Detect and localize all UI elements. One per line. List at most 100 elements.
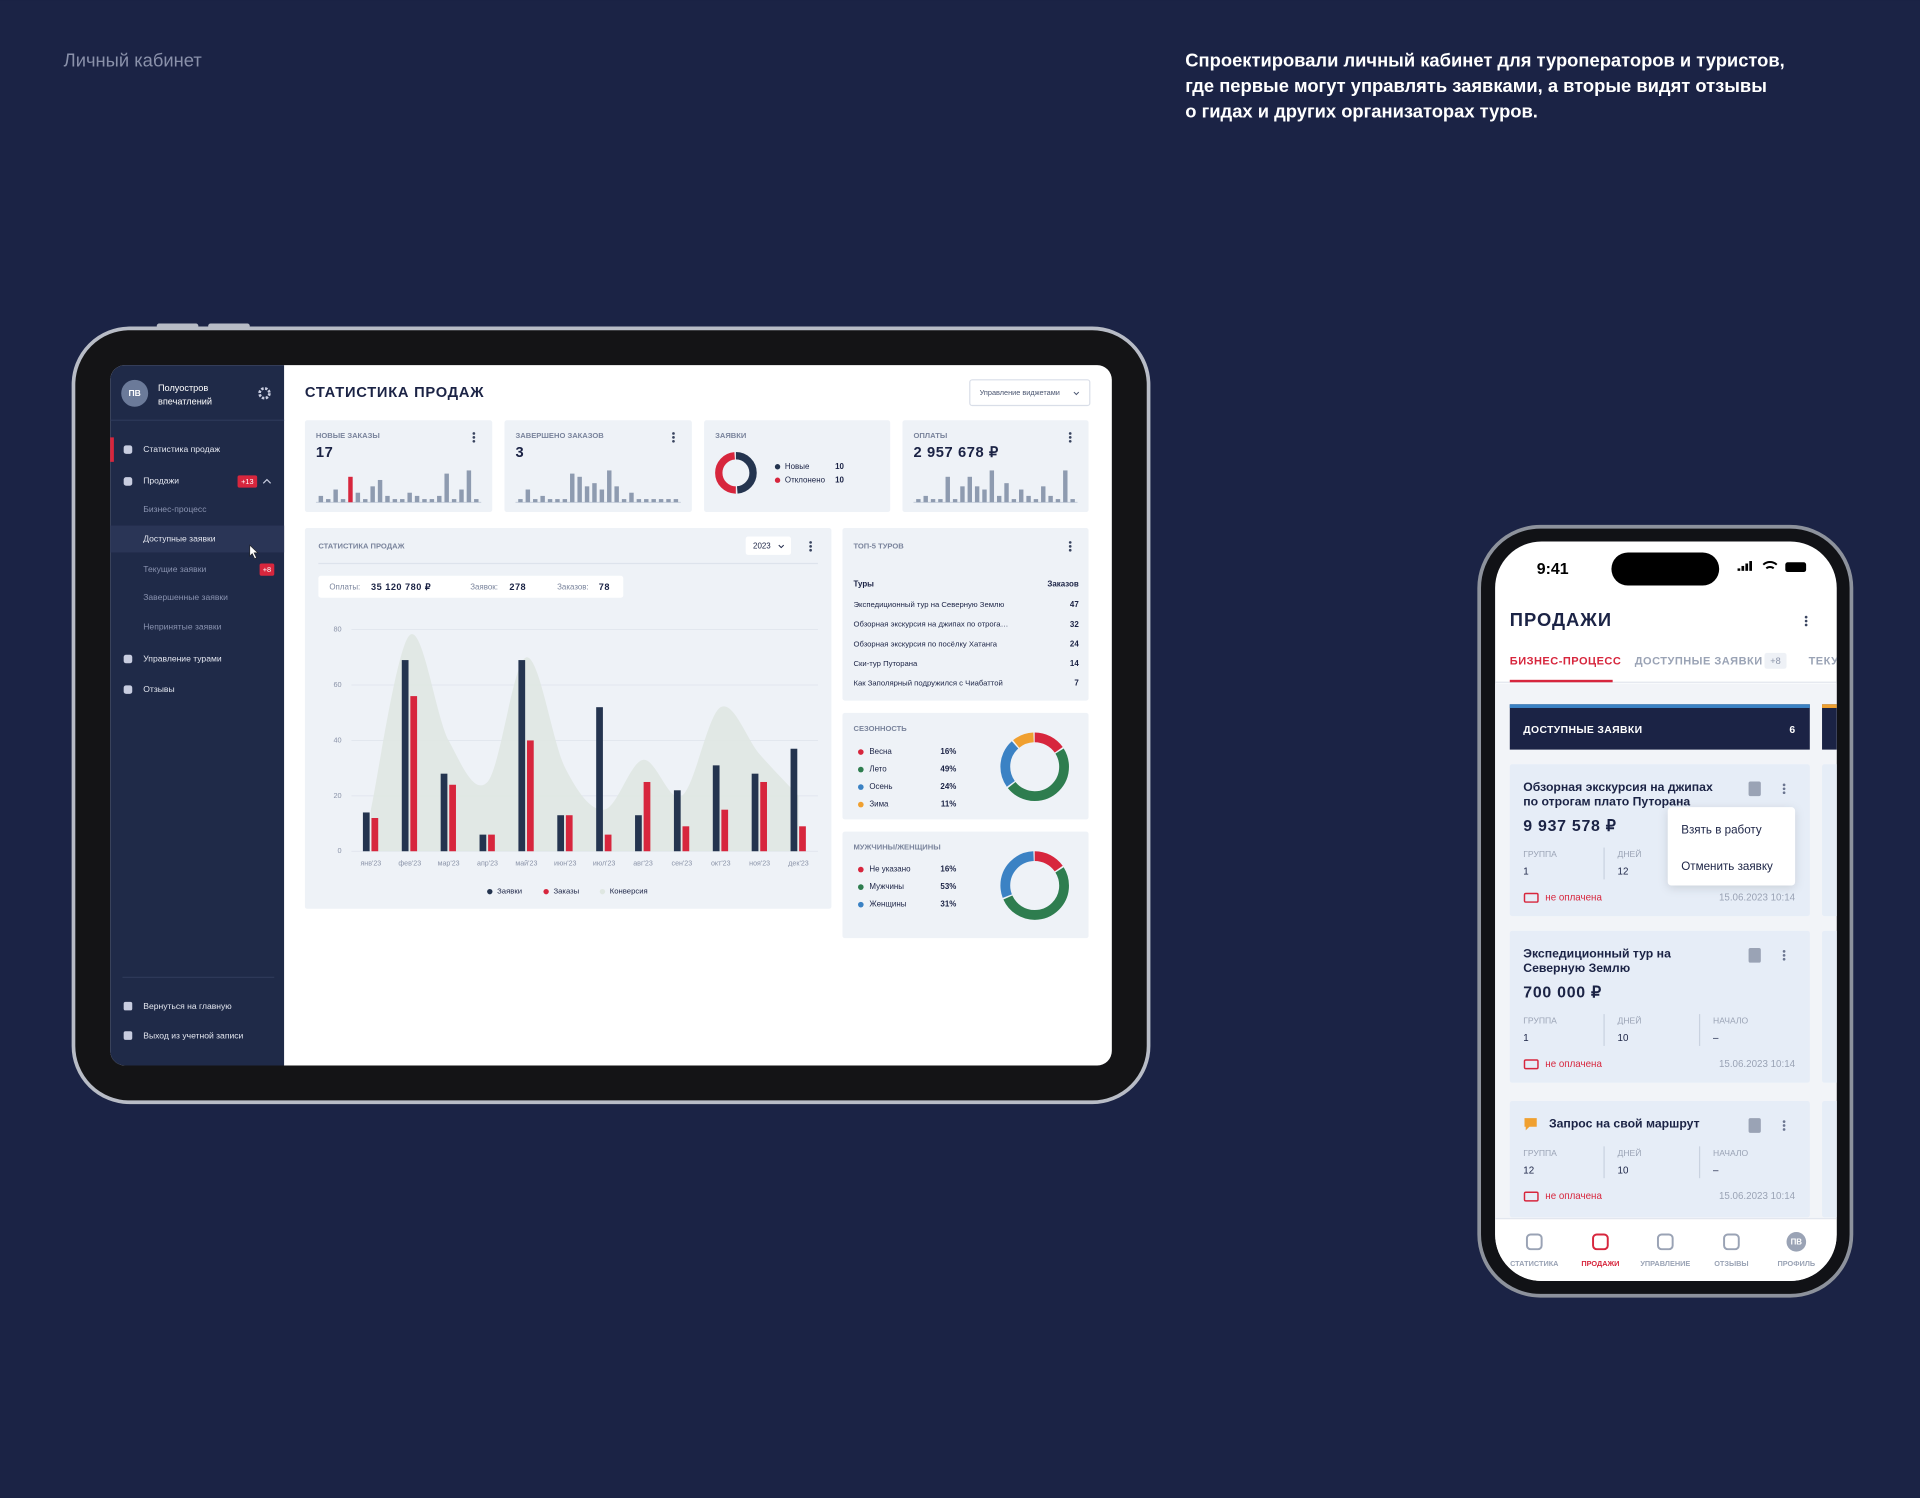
nav-icon[interactable] bbox=[1656, 1233, 1674, 1251]
more-icon[interactable] bbox=[809, 541, 812, 544]
dynamic-island bbox=[1611, 552, 1720, 586]
assign-icon[interactable] bbox=[1748, 781, 1761, 797]
tab[interactable]: ТЕКУЩИЕ ЗАЯВКИ bbox=[1809, 655, 1919, 667]
menu-item[interactable]: Бизнес-процесс bbox=[143, 504, 207, 514]
table-cell: Экспедиционный тур на Северную Землю bbox=[853, 600, 1004, 609]
widgets-button-label[interactable]: Управление виджетами bbox=[980, 388, 1060, 397]
year-select-label[interactable]: 2023 bbox=[753, 541, 771, 550]
more-icon[interactable] bbox=[1782, 783, 1786, 787]
mini-bar bbox=[1041, 486, 1046, 503]
page-description: где первые могут управлять заявками, а в… bbox=[1185, 75, 1767, 96]
bar bbox=[760, 781, 767, 852]
menu-item[interactable]: Доступные заявки bbox=[143, 533, 216, 543]
tab[interactable]: ДОСТУПНЫЕ ЗАЯВКИ bbox=[1635, 655, 1763, 667]
x-tick-label: фев'23 bbox=[398, 859, 421, 867]
footer-link[interactable]: Вернуться на главную bbox=[143, 1001, 232, 1011]
field-label: ДНЕЙ bbox=[1618, 848, 1642, 859]
mini-bar bbox=[1063, 470, 1068, 503]
mini-bar bbox=[614, 486, 619, 503]
more-icon[interactable] bbox=[1782, 1120, 1786, 1123]
nav-icon[interactable] bbox=[1723, 1233, 1740, 1251]
nav-label[interactable]: УПРАВЛЕНИЕ bbox=[1640, 1259, 1690, 1268]
stat-card bbox=[504, 420, 692, 513]
menu-option[interactable]: Взять в работу bbox=[1681, 824, 1762, 837]
tab[interactable]: БИЗНЕС-ПРОЦЕСС bbox=[1510, 655, 1622, 667]
donut-segment bbox=[715, 452, 757, 494]
nav-label[interactable]: СТАТИСТИКА bbox=[1510, 1259, 1559, 1268]
legend-label: Заявки bbox=[497, 887, 522, 896]
menu-item[interactable]: Статистика продаж bbox=[143, 444, 220, 454]
more-icon[interactable] bbox=[472, 439, 476, 443]
x-tick-label: июл'23 bbox=[593, 859, 616, 867]
more-icon[interactable] bbox=[809, 548, 812, 552]
mini-bar bbox=[533, 499, 538, 503]
signal-icon bbox=[1741, 565, 1745, 571]
menu-option[interactable]: Отменить заявку bbox=[1681, 860, 1773, 873]
more-icon[interactable] bbox=[672, 439, 675, 443]
legend-dot bbox=[858, 884, 864, 890]
menu-item[interactable]: Отзывы bbox=[143, 684, 174, 694]
mini-bar bbox=[474, 499, 479, 503]
legend-label: Не указано bbox=[869, 865, 911, 874]
assign-icon[interactable] bbox=[1748, 1118, 1761, 1133]
signal-icon bbox=[1737, 568, 1741, 571]
wifi-icon bbox=[1762, 561, 1778, 570]
nav-label[interactable]: ПРОФИЛЬ bbox=[1777, 1259, 1815, 1268]
more-icon[interactable] bbox=[1782, 1128, 1786, 1131]
menu-item[interactable]: Завершенные заявки bbox=[143, 592, 228, 602]
more-icon[interactable] bbox=[1804, 623, 1808, 627]
more-icon[interactable] bbox=[1068, 432, 1072, 435]
legend-dot bbox=[599, 888, 606, 895]
more-icon[interactable] bbox=[1068, 545, 1072, 548]
bar bbox=[488, 834, 495, 852]
more-icon[interactable] bbox=[1782, 950, 1786, 953]
more-icon[interactable] bbox=[1782, 1124, 1786, 1127]
mini-bar bbox=[923, 495, 928, 503]
year-select[interactable] bbox=[745, 536, 792, 555]
more-icon[interactable] bbox=[1804, 615, 1808, 619]
footer-link[interactable]: Выход из учетной записи bbox=[143, 1030, 243, 1040]
more-icon[interactable] bbox=[1068, 541, 1072, 544]
more-icon[interactable] bbox=[472, 436, 476, 439]
more-icon[interactable] bbox=[1068, 548, 1072, 552]
more-icon[interactable] bbox=[809, 545, 812, 548]
more-icon[interactable] bbox=[1782, 957, 1786, 961]
more-icon[interactable] bbox=[1782, 953, 1786, 957]
legend-value: 31% bbox=[940, 900, 956, 909]
menu-item[interactable]: Непринятые заявки bbox=[143, 621, 221, 631]
legend-dot bbox=[858, 784, 864, 790]
nav-label[interactable]: ОТЗЫВЫ bbox=[1714, 1259, 1748, 1268]
mini-bar bbox=[363, 499, 368, 503]
nav-icon[interactable] bbox=[1592, 1233, 1609, 1251]
donut-segment bbox=[1000, 851, 1069, 920]
request-card[interactable] bbox=[1509, 930, 1810, 1083]
menu-item[interactable]: Текущие заявки bbox=[143, 564, 206, 574]
badge-text: +8 bbox=[263, 565, 271, 574]
nav-label[interactable]: ПРОДАЖИ bbox=[1581, 1259, 1619, 1268]
bar bbox=[682, 826, 690, 852]
chat-icon bbox=[1524, 1118, 1537, 1131]
more-icon[interactable] bbox=[1068, 439, 1072, 443]
settings-icon[interactable] bbox=[258, 387, 271, 400]
menu-item[interactable]: Управление турами bbox=[143, 653, 222, 663]
more-icon[interactable] bbox=[472, 432, 476, 435]
payment-icon bbox=[1523, 1191, 1539, 1202]
mini-bar bbox=[930, 499, 936, 503]
more-icon[interactable] bbox=[1782, 787, 1786, 791]
widgets-button[interactable] bbox=[969, 379, 1091, 407]
field-value: 10 bbox=[1618, 1033, 1629, 1044]
mini-bar bbox=[1011, 499, 1017, 503]
nav-icon[interactable] bbox=[1525, 1233, 1543, 1251]
more-icon[interactable] bbox=[1068, 436, 1072, 439]
request-card[interactable] bbox=[1509, 1101, 1810, 1218]
more-icon[interactable] bbox=[1804, 619, 1808, 623]
more-icon[interactable] bbox=[672, 436, 675, 439]
assign-icon[interactable] bbox=[1748, 947, 1761, 963]
bar bbox=[604, 834, 612, 852]
nav-avatar[interactable] bbox=[1786, 1232, 1807, 1252]
more-icon[interactable] bbox=[672, 432, 675, 435]
menu-item[interactable]: Продажи bbox=[143, 476, 179, 486]
more-icon[interactable] bbox=[1782, 791, 1786, 795]
